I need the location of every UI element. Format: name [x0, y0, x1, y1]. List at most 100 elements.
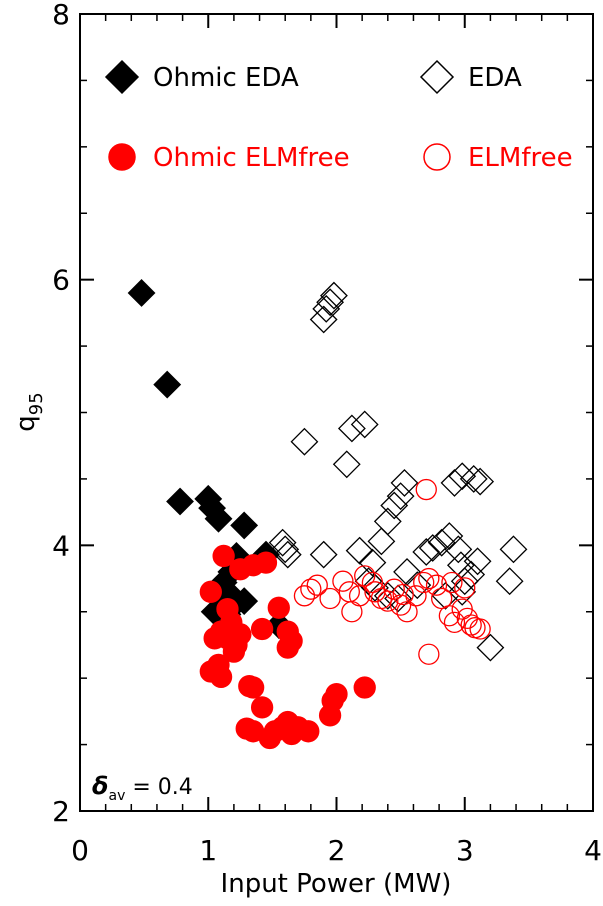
data-point [312, 294, 341, 323]
data-point [440, 468, 469, 497]
y-axis-title-subscript: 95 [26, 392, 47, 415]
data-point [250, 617, 274, 641]
data-point [267, 596, 290, 619]
axis-ticks: 0 1 2 3 4 2 4 6 8 [52, 0, 602, 867]
data-point [273, 540, 302, 569]
data-point [318, 704, 342, 727]
data-point [441, 571, 463, 594]
series-elmfree [293, 478, 491, 665]
y-axis-title-main: q [11, 415, 41, 432]
legend-marker [104, 59, 140, 95]
data-point [350, 410, 379, 439]
data-point [271, 535, 300, 564]
data-point [361, 573, 389, 602]
data-point [341, 601, 363, 623]
data-point [412, 538, 441, 566]
data-point [354, 565, 376, 587]
data-point [373, 581, 402, 610]
data-point [405, 585, 427, 607]
data-point [332, 570, 354, 592]
x-axis-title: Input Power (MW) [221, 869, 452, 899]
data-point [425, 574, 448, 596]
data-point [166, 487, 194, 516]
data-point [450, 567, 479, 596]
data-point [332, 450, 361, 479]
data-point [396, 601, 418, 623]
delta-subscript: av [109, 788, 126, 804]
data-point [418, 534, 447, 562]
legend-item: EDA [419, 59, 522, 95]
data-point [367, 527, 396, 556]
data-point [348, 585, 371, 607]
data-point [268, 528, 297, 557]
data-point [254, 551, 278, 574]
legend-item: ELMfree [423, 143, 573, 173]
series-ohmic-elmfree [199, 544, 376, 750]
data-point [250, 696, 274, 719]
data-point [377, 590, 399, 612]
data-point [413, 571, 435, 594]
data-point [337, 414, 366, 443]
data-point [403, 571, 432, 600]
data-point [353, 676, 376, 699]
data-point [212, 544, 235, 568]
data-point [443, 611, 466, 634]
data-point [392, 583, 414, 606]
data-point [319, 587, 341, 610]
series-eda [268, 281, 528, 662]
data-point [297, 720, 320, 743]
data-point [393, 557, 421, 586]
data-point [222, 640, 246, 663]
data-point [280, 629, 303, 653]
legend-item: Ohmic EDA [104, 59, 299, 95]
data-point [306, 574, 328, 596]
data-point [309, 540, 338, 569]
data-point [466, 467, 495, 496]
data-point [463, 547, 492, 576]
data-point [438, 605, 461, 627]
delta-symbol: δ [92, 772, 109, 800]
data-point [290, 427, 319, 456]
y-tick-label: 2 [52, 795, 70, 828]
legend-label: EDA [468, 63, 522, 93]
data-point [476, 633, 505, 662]
data-point [358, 548, 387, 577]
data-point [380, 491, 409, 520]
data-point [293, 585, 316, 607]
legend-marker [108, 143, 136, 171]
data-point [427, 528, 456, 557]
data-point [127, 279, 156, 307]
data-point [316, 288, 345, 317]
x-tick-label: 4 [584, 834, 602, 867]
data-point [389, 594, 412, 616]
data-point [499, 535, 528, 564]
data-point [469, 618, 491, 640]
legend-item: Ohmic ELMfree [108, 143, 350, 173]
x-tick-label: 2 [328, 834, 346, 867]
data-point [204, 504, 233, 533]
data-point [418, 643, 440, 665]
legend: Ohmic EDA EDA Ohmic ELMfree ELMfree [104, 59, 573, 173]
plot-marks [127, 279, 528, 750]
data-point [459, 464, 488, 493]
data-point [435, 522, 464, 550]
legend-marker [419, 59, 455, 95]
legend-label: Ohmic EDA [153, 63, 299, 93]
data-point [448, 577, 477, 606]
data-point [386, 482, 415, 511]
delta-annotation: δav = 0.4 [92, 772, 193, 804]
y-tick-label: 6 [52, 264, 70, 297]
x-tick-label: 1 [199, 834, 217, 867]
legend-label: ELMfree [468, 143, 573, 173]
data-point [390, 468, 419, 497]
data-point [460, 614, 482, 636]
data-point [444, 535, 473, 564]
legend-marker [423, 143, 451, 171]
x-tick-label: 3 [456, 834, 474, 867]
data-point [325, 682, 348, 706]
data-point [153, 370, 182, 399]
data-point [361, 571, 384, 594]
delta-value: = 0.4 [125, 775, 192, 800]
legend-label: Ohmic ELMfree [153, 143, 350, 173]
